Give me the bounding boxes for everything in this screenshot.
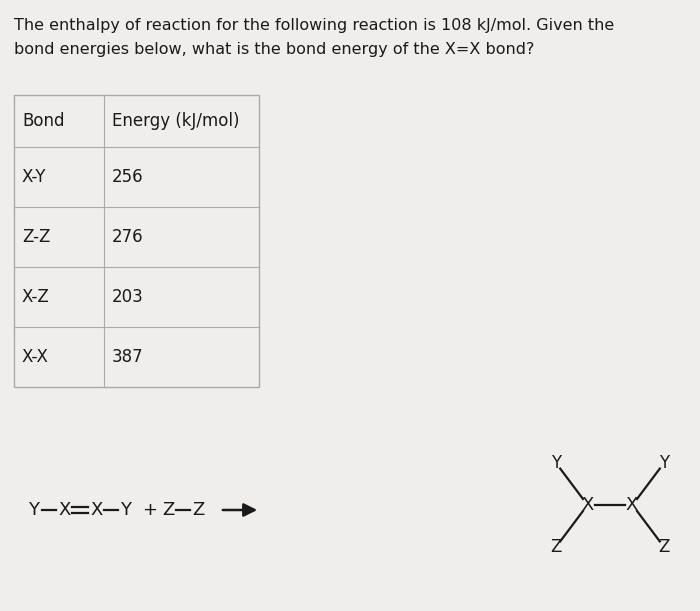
Text: Z: Z xyxy=(192,501,204,519)
Text: The enthalpy of reaction for the following reaction is 108 kJ/mol. Given the: The enthalpy of reaction for the followi… xyxy=(14,18,615,33)
Text: +: + xyxy=(142,501,157,519)
Text: 276: 276 xyxy=(112,228,144,246)
Text: Y: Y xyxy=(659,453,669,472)
Text: 387: 387 xyxy=(112,348,144,366)
Text: X-X: X-X xyxy=(22,348,49,366)
Text: Z: Z xyxy=(162,501,174,519)
Text: Z-Z: Z-Z xyxy=(22,228,50,246)
Bar xyxy=(14,95,259,387)
Text: X: X xyxy=(58,501,71,519)
Text: X-Z: X-Z xyxy=(22,288,50,306)
Text: Energy (kJ/mol): Energy (kJ/mol) xyxy=(112,112,239,130)
Text: X: X xyxy=(626,496,638,514)
Text: bond energies below, what is the bond energy of the X=X bond?: bond energies below, what is the bond en… xyxy=(14,42,534,57)
Text: 256: 256 xyxy=(112,168,144,186)
Text: Y: Y xyxy=(120,501,131,519)
Text: Z: Z xyxy=(550,538,562,557)
Text: X: X xyxy=(582,496,594,514)
Text: 203: 203 xyxy=(112,288,144,306)
Text: Bond: Bond xyxy=(22,112,64,130)
Text: X-Y: X-Y xyxy=(22,168,46,186)
Text: Y: Y xyxy=(28,501,39,519)
Text: Z: Z xyxy=(658,538,669,557)
Text: Y: Y xyxy=(551,453,561,472)
Text: X: X xyxy=(90,501,102,519)
